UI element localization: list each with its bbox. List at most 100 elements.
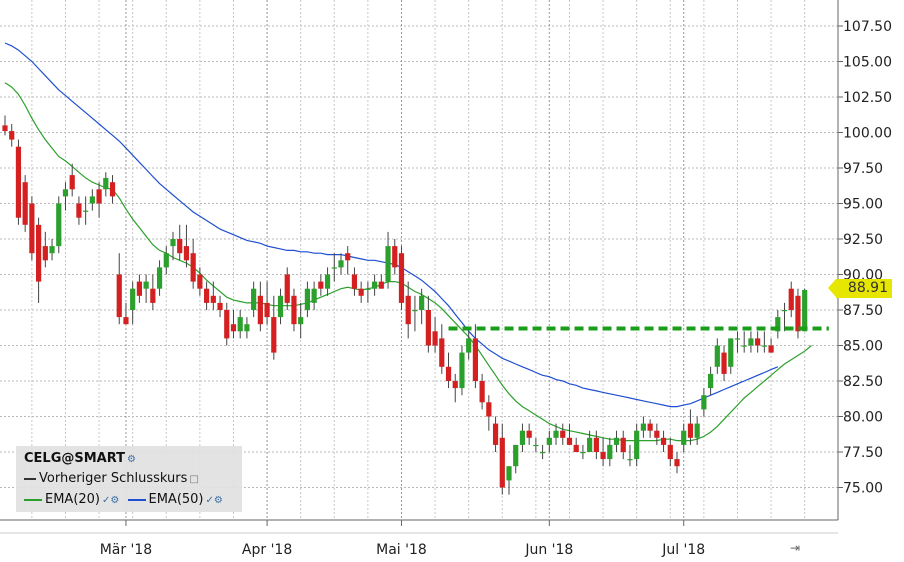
candlesticks — [2, 115, 808, 495]
candle-body — [244, 324, 250, 332]
candle-body — [425, 310, 431, 346]
candle — [89, 189, 95, 211]
legend-prev-close-label: Vorheriger Schlusskurs — [39, 471, 188, 486]
candle-body — [324, 274, 331, 289]
candle-body — [190, 253, 196, 282]
candle-body — [640, 423, 646, 431]
legend-symbol[interactable]: CELG@SMART ⚙ — [24, 451, 136, 466]
candle — [701, 388, 707, 417]
candle-body — [156, 267, 163, 289]
candle-body — [432, 331, 438, 346]
candle — [452, 373, 458, 403]
candle — [640, 416, 646, 438]
candle-body — [466, 338, 472, 353]
candle — [130, 281, 136, 325]
candle-body — [69, 175, 75, 190]
visibility-toggle-icon[interactable]: □ — [189, 474, 199, 485]
candle — [378, 274, 384, 289]
candle-body — [291, 295, 297, 325]
candle-body — [701, 395, 707, 410]
x-axis-ticks: Mär '18 Apr '18 Mai '18 Jun '18 Jul '18 — [100, 520, 705, 558]
candle — [398, 246, 405, 310]
axes: ⇥ — [0, 0, 839, 555]
candle — [613, 430, 620, 452]
candle-body — [540, 452, 546, 454]
candle — [385, 231, 391, 289]
scroll-arrow-icon: ⇥ — [790, 541, 800, 555]
candle-body — [136, 281, 142, 296]
candle — [345, 246, 351, 275]
candle — [412, 295, 418, 332]
settings-icon[interactable]: ⚙ — [127, 454, 136, 465]
legend-ema20-label[interactable]: EMA(20) — [45, 492, 101, 507]
candle — [506, 466, 512, 495]
candle — [768, 338, 774, 353]
candle — [392, 239, 398, 275]
candle-body — [76, 203, 82, 218]
candle — [600, 437, 606, 467]
candle-body — [506, 466, 512, 481]
candle-body — [694, 423, 700, 438]
candle — [566, 423, 573, 445]
x-tick-label: Mär '18 — [100, 542, 153, 558]
candle-body — [284, 274, 290, 303]
candle-body — [419, 295, 425, 310]
candle-body — [163, 253, 169, 268]
candle — [627, 444, 633, 467]
candle — [721, 345, 727, 381]
candle-body — [781, 310, 788, 312]
legend-symbol-label: CELG@SMART — [24, 451, 126, 466]
candle — [620, 430, 626, 460]
chart-legend[interactable]: CELG@SMART ⚙ Vorheriger Schlusskurs □ EMA(… — [16, 446, 242, 512]
candle — [291, 288, 297, 332]
candle-body — [392, 246, 398, 268]
candle-body — [734, 338, 741, 340]
legend-prev-close[interactable]: Vorheriger Schlusskurs □ — [24, 471, 199, 486]
candle-body — [22, 182, 28, 225]
candle-body — [385, 246, 391, 282]
candle — [298, 302, 304, 339]
candle-body — [600, 452, 606, 460]
candle — [351, 267, 358, 296]
ema50-check-icon[interactable]: ✓⚙ — [205, 495, 223, 506]
candle-body — [345, 253, 351, 261]
candle — [358, 281, 364, 303]
candle-body — [795, 295, 801, 332]
legend-ema: EMA(20) ✓⚙ EMA(50) ✓⚙ — [24, 492, 223, 507]
candle — [150, 274, 156, 310]
candle-body — [620, 437, 626, 452]
candle-body — [492, 423, 499, 445]
candle-body — [311, 288, 317, 303]
candle — [472, 324, 478, 389]
candle-body — [687, 423, 694, 438]
candle-body — [660, 437, 667, 445]
candle — [2, 115, 8, 136]
candle — [271, 295, 277, 360]
y-tick-label: 77.50 — [843, 445, 883, 461]
candle-body — [150, 288, 156, 303]
candle-body — [103, 177, 109, 190]
candle-body — [573, 444, 579, 452]
candle — [15, 139, 22, 225]
candle — [217, 295, 223, 318]
candle-body — [331, 267, 337, 269]
candle — [365, 281, 371, 303]
legend-ema50-label[interactable]: EMA(50) — [148, 492, 204, 507]
candle — [324, 267, 331, 296]
candle — [96, 182, 102, 218]
candle — [573, 437, 579, 452]
y-axis-ticks: 107.50105.00102.50100.0097.5095.0092.509… — [838, 19, 892, 497]
candle-body — [210, 295, 216, 303]
candle-body — [546, 437, 552, 445]
candle — [143, 274, 149, 303]
candle — [714, 338, 720, 374]
candle — [479, 373, 485, 410]
candle-body — [654, 430, 660, 438]
candle-body — [264, 302, 270, 318]
candle — [526, 423, 532, 445]
candle-body — [170, 239, 176, 247]
candle-body — [257, 295, 263, 325]
candle-body — [714, 345, 720, 367]
ema-line-ema50 — [4, 42, 779, 408]
ema20-check-icon[interactable]: ✓⚙ — [102, 495, 120, 506]
